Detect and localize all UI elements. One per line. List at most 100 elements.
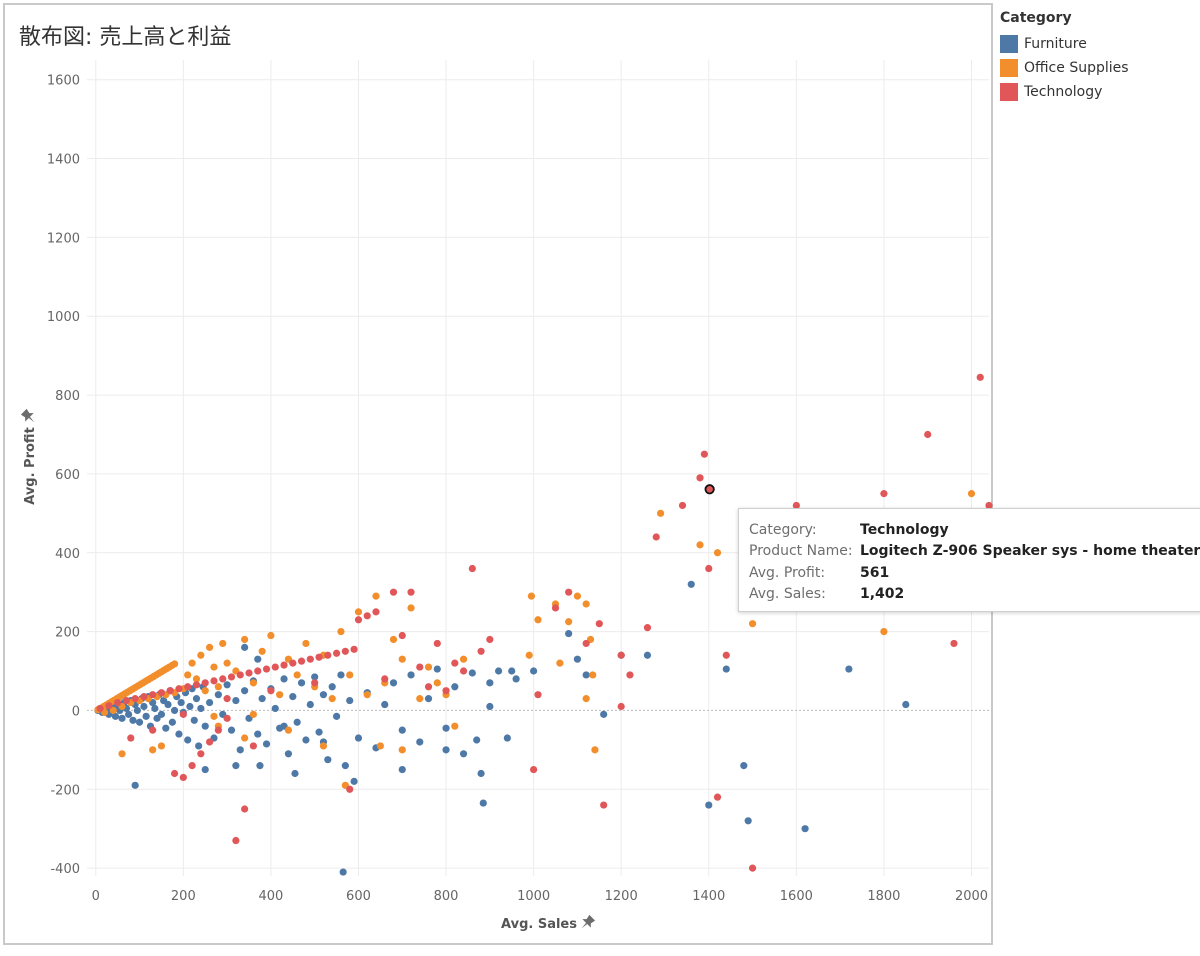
data-point[interactable] (416, 695, 424, 703)
data-point[interactable] (416, 663, 424, 671)
data-point[interactable] (950, 639, 958, 648)
data-point[interactable] (696, 474, 704, 482)
data-point[interactable] (381, 675, 389, 683)
data-point[interactable] (262, 665, 271, 673)
data-point[interactable] (424, 663, 433, 671)
data-point[interactable] (442, 687, 450, 695)
data-point[interactable] (236, 746, 244, 754)
data-point[interactable] (214, 726, 222, 734)
data-point[interactable] (249, 742, 257, 750)
data-point[interactable] (722, 651, 730, 659)
data-point[interactable] (284, 750, 293, 758)
data-point[interactable] (206, 698, 214, 707)
data-point[interactable] (214, 683, 222, 691)
data-point[interactable] (227, 673, 236, 681)
data-point[interactable] (297, 657, 306, 665)
data-point[interactable] (223, 659, 231, 667)
data-point[interactable] (740, 762, 748, 770)
data-point[interactable] (192, 681, 201, 689)
data-point[interactable] (129, 716, 137, 724)
data-point[interactable] (748, 620, 757, 628)
data-point[interactable] (135, 718, 144, 726)
data-point[interactable] (346, 671, 354, 679)
data-point[interactable] (477, 769, 485, 778)
data-point[interactable] (451, 659, 459, 667)
data-point[interactable] (293, 671, 301, 679)
data-point[interactable] (302, 639, 310, 648)
data-point[interactable] (206, 738, 214, 746)
data-point[interactable] (530, 667, 538, 675)
data-point[interactable] (713, 549, 722, 557)
data-point[interactable] (241, 687, 249, 695)
data-point[interactable] (114, 698, 122, 707)
data-point[interactable] (241, 643, 249, 651)
data-point[interactable] (186, 702, 194, 711)
data-point[interactable] (339, 868, 347, 876)
data-point[interactable] (530, 765, 538, 774)
data-point[interactable] (350, 777, 358, 785)
data-point[interactable] (705, 564, 713, 573)
data-point[interactable] (267, 631, 275, 640)
data-point[interactable] (407, 671, 415, 679)
data-point[interactable] (332, 712, 341, 720)
data-point[interactable] (328, 695, 336, 703)
data-point[interactable] (111, 712, 120, 720)
highlighted-data-point[interactable] (704, 484, 715, 495)
data-point[interactable] (479, 799, 487, 807)
legend-item-office-supplies[interactable]: Office Supplies (1000, 56, 1200, 80)
data-point[interactable] (170, 660, 179, 668)
data-point[interactable] (289, 693, 297, 701)
data-point[interactable] (705, 801, 713, 809)
data-point[interactable] (280, 675, 288, 683)
data-point[interactable] (210, 677, 218, 685)
data-point[interactable] (468, 669, 476, 677)
data-point[interactable] (293, 718, 301, 726)
data-point[interactable] (527, 592, 536, 600)
data-point[interactable] (271, 704, 279, 713)
data-point[interactable] (227, 726, 236, 734)
data-point[interactable] (149, 746, 157, 754)
data-point[interactable] (451, 683, 459, 691)
data-point[interactable] (184, 671, 192, 679)
data-point[interactable] (197, 750, 205, 758)
data-point[interactable] (687, 580, 695, 588)
data-point[interactable] (381, 700, 389, 709)
data-point[interactable] (967, 490, 976, 498)
data-point[interactable] (503, 734, 511, 742)
data-point[interactable] (241, 805, 249, 813)
data-point[interactable] (341, 762, 349, 770)
data-point[interactable] (713, 793, 722, 801)
data-point[interactable] (486, 702, 494, 711)
data-point[interactable] (306, 700, 314, 709)
data-point[interactable] (319, 742, 328, 750)
data-point[interactable] (170, 706, 179, 715)
data-point[interactable] (124, 710, 133, 718)
data-point[interactable] (319, 691, 328, 699)
data-point[interactable] (133, 706, 141, 715)
data-point[interactable] (177, 698, 185, 707)
data-point[interactable] (328, 683, 336, 691)
data-point[interactable] (223, 714, 231, 722)
data-point[interactable] (284, 726, 293, 734)
data-point[interactable] (188, 659, 196, 667)
series-furniture[interactable] (94, 580, 910, 876)
data-points[interactable] (94, 373, 993, 876)
data-point[interactable] (573, 655, 582, 663)
data-point[interactable] (245, 669, 253, 677)
data-point[interactable] (149, 726, 157, 734)
data-point[interactable] (591, 746, 599, 754)
data-point[interactable] (346, 696, 354, 705)
data-point[interactable] (254, 730, 262, 738)
data-point[interactable] (258, 647, 266, 655)
data-point[interactable] (924, 430, 932, 439)
data-point[interactable] (206, 643, 214, 651)
data-point[interactable] (254, 667, 262, 675)
data-point[interactable] (398, 726, 406, 734)
data-point[interactable] (289, 659, 297, 667)
data-point[interactable] (748, 864, 757, 872)
data-point[interactable] (976, 373, 984, 381)
data-point[interactable] (127, 734, 135, 742)
data-point[interactable] (254, 655, 262, 663)
data-point[interactable] (122, 696, 131, 705)
data-point[interactable] (162, 724, 170, 732)
